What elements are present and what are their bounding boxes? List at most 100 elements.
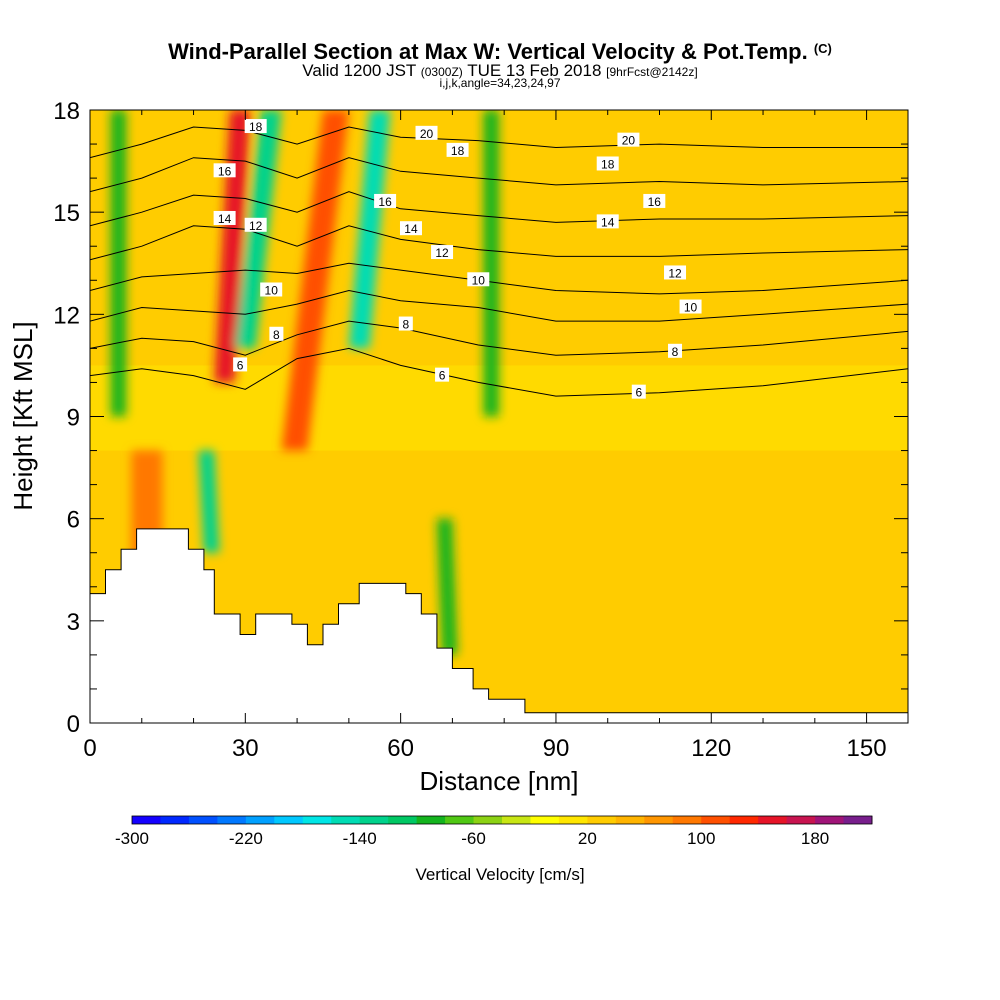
contour-label-3: 6: [631, 384, 646, 400]
colorbar-swatch: [758, 816, 788, 824]
x-tick-label: 150: [847, 735, 887, 762]
contour-label-bg: [596, 156, 619, 171]
contour-label-bg: [260, 282, 283, 297]
colorbar-swatch: [132, 816, 161, 824]
title-unit: (C): [813, 41, 832, 56]
colorbar: -300 -220 -140 -60 20 100 180: [115, 815, 873, 848]
contour-label-bg: [643, 193, 666, 208]
colorbar-swatch: [587, 816, 617, 824]
contour-label-bg: [446, 142, 469, 157]
contour-label-bg: [631, 384, 646, 399]
velocity-band-8: [436, 518, 458, 655]
contour-label-bg: [244, 119, 267, 134]
contour-label-bg: [374, 193, 397, 208]
colorbar-swatch: [302, 816, 332, 824]
x-tick-label: 30: [232, 735, 259, 762]
colorbar-swatch: [558, 816, 588, 824]
colorbar-swatch: [445, 816, 475, 824]
contour-label-text: 10: [265, 283, 279, 297]
contour-label-text: 20: [622, 134, 636, 148]
contour-label-4: 8: [269, 326, 284, 342]
y-tick-label: 6: [67, 507, 80, 534]
velocity-band-6: [483, 110, 499, 417]
contour-label-2: 6: [435, 367, 450, 383]
theta-contour-14: [90, 225, 908, 261]
colorbar-swatch: [416, 816, 446, 824]
contour-label-bg: [233, 357, 248, 372]
x-tick-label: 60: [387, 735, 414, 762]
contour-label-text: 20: [420, 127, 434, 141]
contour-label-text: 12: [435, 246, 449, 260]
contour-label-text: 14: [218, 212, 232, 226]
x-tick-label: 90: [543, 735, 570, 762]
contour-label-bg: [415, 125, 438, 140]
contour-label-bg: [679, 299, 702, 314]
contour-label-text: 8: [402, 318, 409, 332]
x-tick-label: 0: [83, 735, 96, 762]
contour-label-5: 8: [398, 316, 413, 332]
colorbar-tick-label: 20: [578, 829, 597, 848]
colorbar-swatch: [502, 816, 531, 824]
colorbar-label: Vertical Velocity [cm/s]: [415, 865, 584, 884]
x-tick-label: 120: [691, 735, 731, 762]
colorbar-swatch: [815, 816, 845, 824]
contour-labels: 6 6 6 8 8 8 10 10 10 12 12 12 14 14 14 16 16 16 18 18 18 20 20: [213, 119, 702, 400]
axes: 0 30 60 90 120 150 0 3 6 9 12 15 18: [53, 98, 908, 762]
contour-label-bg: [213, 210, 236, 225]
contour-label-13: 14: [213, 210, 236, 226]
colorbar-swatch: [188, 816, 218, 824]
forecast-tag: [9hrFcst@2142z]: [606, 65, 698, 79]
y-tick-label: 3: [67, 609, 80, 636]
colorbar-swatch: [701, 816, 731, 824]
y-tick-label: 0: [67, 711, 80, 738]
colorbar-swatch: [331, 816, 361, 824]
chart-subtitle: Valid 1200 JST (0300Z) TUE 13 Feb 2018 […: [0, 61, 1000, 82]
velocity-band-2: [214, 110, 251, 383]
contour-label-text: 18: [451, 144, 465, 158]
colorbar-tick-label: 100: [687, 829, 715, 848]
contour-label-text: 16: [648, 195, 662, 209]
contour-label-text: 12: [668, 266, 682, 280]
contour-label-21: 18: [596, 156, 619, 171]
x-axis-label: Distance [nm]: [420, 766, 579, 796]
contour-label-bg: [664, 265, 687, 280]
contour-label-bg: [467, 272, 490, 287]
colorbar-swatch: [843, 816, 873, 824]
contour-label-bg: [435, 367, 450, 382]
colorbar-frame: [131, 815, 873, 825]
y-tick-label: 18: [53, 98, 80, 125]
contour-label-22: 20: [415, 125, 438, 141]
contour-label-bg: [617, 132, 640, 147]
contour-label-6: 8: [668, 343, 683, 359]
valid-date: TUE 13 Feb 2018: [467, 61, 602, 80]
valid-prefix: Valid 1200 JST: [302, 61, 417, 80]
theta-contour-20: [90, 126, 908, 159]
colorbar-tick-label: 180: [801, 829, 829, 848]
colorbar-swatch: [644, 816, 674, 824]
terrain-fill: [90, 528, 908, 723]
theta-contour-10: [90, 289, 908, 322]
colorbar-swatch: [729, 816, 759, 824]
contour-label-bg: [269, 326, 284, 341]
contour-label-text: 12: [249, 219, 263, 233]
colorbar-swatch: [615, 816, 645, 824]
contour-label-1: 6: [233, 357, 248, 372]
contour-label-text: 8: [672, 345, 679, 359]
colorbar-swatch: [217, 816, 247, 824]
contour-label-bg: [399, 221, 422, 236]
colorbar-tick-label: -220: [229, 829, 263, 848]
theta-contour-12: [90, 262, 908, 295]
colorbar-swatch: [672, 816, 702, 824]
contour-label-16: 16: [213, 163, 236, 178]
contour-label-text: 16: [218, 164, 232, 178]
colorbar-swatch: [388, 816, 418, 824]
contour-label-9: 10: [679, 299, 702, 315]
colorbar-swatch: [160, 816, 190, 824]
contour-label-17: 16: [374, 193, 397, 209]
theta-contour-6: [90, 347, 908, 397]
contour-label-bg: [398, 316, 413, 331]
contour-label-8: 10: [467, 272, 490, 287]
contour-label-text: 6: [635, 386, 642, 400]
contour-label-11: 12: [431, 245, 454, 260]
terrain: [90, 528, 908, 723]
